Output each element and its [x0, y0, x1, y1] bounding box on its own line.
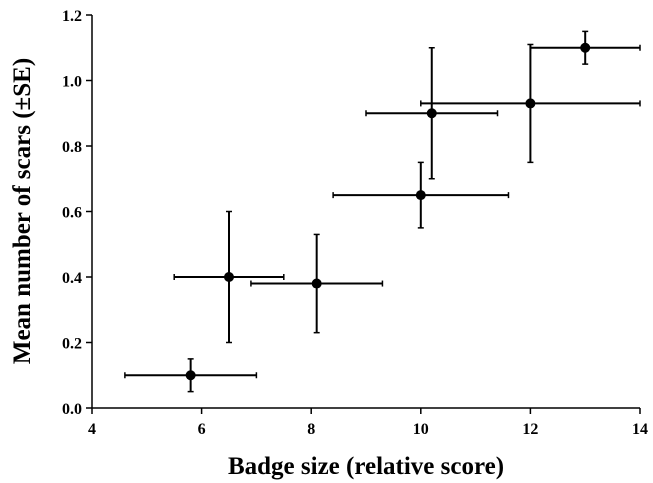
x-tick-label: 14: [632, 421, 648, 438]
x-tick-label: 12: [522, 421, 538, 438]
data-point: [415, 190, 426, 201]
x-axis-title: Badge size (relative score): [228, 453, 504, 480]
data-point: [580, 42, 591, 53]
y-tick-label: 0.0: [62, 401, 82, 418]
data-point: [525, 98, 536, 109]
axes: [91, 15, 640, 409]
y-ticks: 0.0 0.2 0.4 0.6 0.8 1.0 1.2: [62, 8, 92, 418]
y-tick-label: 0.6: [62, 205, 82, 222]
data-point: [426, 108, 437, 119]
y-tick-label: 1.0: [62, 74, 82, 91]
data-points: [185, 42, 591, 381]
y-axis-title: Mean number of scars (±SE): [9, 58, 36, 364]
error-bars: [124, 30, 641, 393]
y-tick-label: 0.4: [62, 270, 82, 287]
x-tick-label: 8: [307, 421, 315, 438]
y-tick-label: 1.2: [62, 8, 82, 25]
x-tick-label: 10: [413, 421, 429, 438]
x-tick-label: 4: [88, 421, 96, 438]
data-point: [311, 278, 322, 289]
x-tick-label: 6: [198, 421, 206, 438]
data-point: [185, 370, 196, 381]
y-tick-label: 0.2: [62, 336, 82, 353]
x-ticks: 4 6 8 10 12 14: [88, 408, 648, 438]
data-point: [224, 272, 234, 282]
y-tick-label: 0.8: [62, 139, 82, 156]
